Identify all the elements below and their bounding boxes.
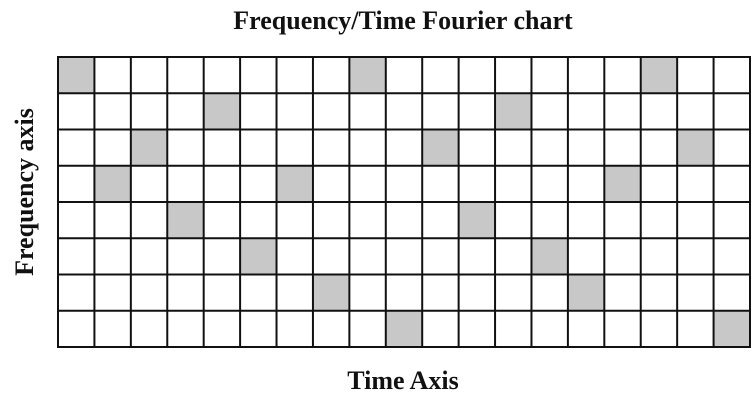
shaded-cell: [458, 202, 496, 239]
shaded-cell: [349, 57, 386, 94]
y-axis-label: Frequency axis: [10, 108, 39, 276]
shaded-cell: [203, 93, 241, 130]
shaded-cell: [130, 129, 168, 166]
shaded-cell: [312, 274, 350, 311]
shaded-cell: [640, 57, 678, 94]
shaded-cell: [567, 274, 605, 311]
shaded-cell: [531, 238, 568, 275]
shaded-cell: [276, 165, 313, 202]
shaded-cell: [167, 202, 204, 239]
title: Frequency/Time Fourier chart: [233, 6, 573, 35]
shaded-cell: [240, 238, 277, 275]
shaded-cell: [94, 165, 131, 202]
shaded-cell: [495, 93, 532, 130]
x-axis-label: Time Axis: [347, 366, 458, 395]
shaded-cell: [422, 129, 459, 166]
shaded-cell: [385, 310, 423, 347]
grid: [57, 56, 751, 348]
shaded-cell: [677, 129, 714, 166]
shaded-cell: [604, 165, 641, 202]
shaded-cell: [713, 310, 750, 347]
shaded-cell: [58, 57, 95, 94]
